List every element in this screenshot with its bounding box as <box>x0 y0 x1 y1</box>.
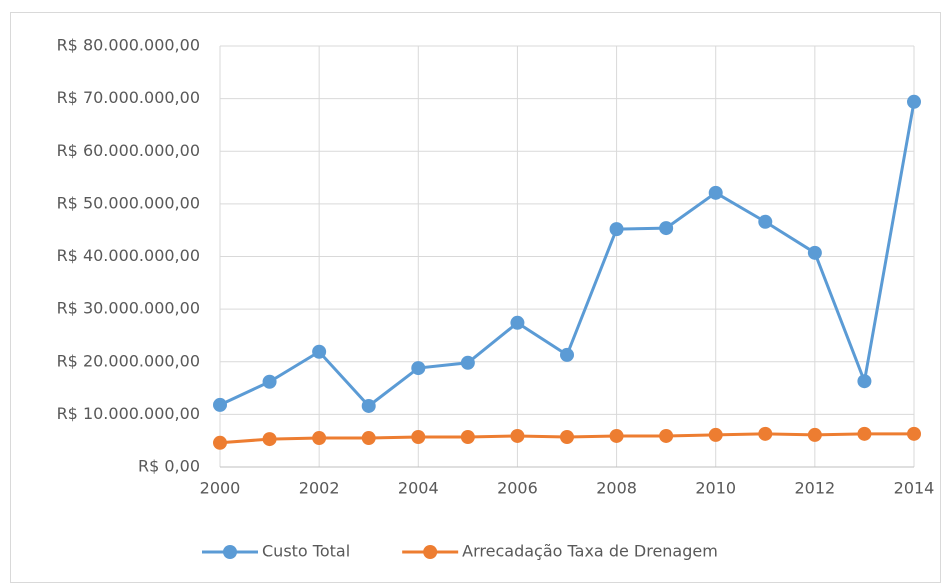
data-point <box>758 426 773 441</box>
data-point <box>659 221 674 236</box>
y-tick-label: R$ 10.000.000,00 <box>57 404 200 423</box>
data-point <box>411 361 426 376</box>
data-point <box>609 222 624 237</box>
data-point <box>312 431 327 446</box>
y-tick-label: R$ 60.000.000,00 <box>57 141 200 160</box>
y-tick-label: R$ 70.000.000,00 <box>57 88 200 107</box>
data-point <box>758 214 773 229</box>
data-point <box>609 428 624 443</box>
y-tick-label: R$ 0,00 <box>138 457 200 476</box>
data-point <box>510 428 525 443</box>
data-point <box>807 427 822 442</box>
data-point <box>857 426 872 441</box>
y-tick-label: R$ 30.000.000,00 <box>57 299 200 318</box>
y-tick-label: R$ 20.000.000,00 <box>57 351 200 370</box>
data-point <box>460 355 475 370</box>
data-point <box>560 347 574 362</box>
y-tick-label: R$ 80.000.000,00 <box>57 36 200 55</box>
data-point <box>510 315 525 330</box>
data-point <box>857 374 872 389</box>
data-point <box>659 428 674 443</box>
legend-label: Custo Total <box>262 542 350 561</box>
x-tick-label: 2002 <box>299 479 340 498</box>
data-point <box>312 344 327 359</box>
data-point <box>460 430 475 445</box>
data-point <box>361 431 376 446</box>
y-tick-label: R$ 40.000.000,00 <box>57 246 200 265</box>
data-point <box>807 245 822 260</box>
legend-label: Arrecadação Taxa de Drenagem <box>462 542 718 561</box>
x-tick-label: 2010 <box>695 479 736 498</box>
legend-marker <box>223 545 237 559</box>
data-point <box>361 398 376 413</box>
x-tick-label: 2008 <box>596 479 637 498</box>
x-tick-label: 2012 <box>794 479 835 498</box>
data-point <box>262 374 277 389</box>
legend-marker <box>423 545 438 559</box>
x-tick-label: 2014 <box>894 479 935 498</box>
data-point <box>708 427 723 442</box>
data-point <box>262 432 277 447</box>
data-point <box>708 185 723 200</box>
data-point <box>213 397 227 412</box>
data-point <box>907 426 921 441</box>
x-tick-label: 2006 <box>497 479 538 498</box>
y-tick-label: R$ 50.000.000,00 <box>57 193 200 212</box>
chart-border <box>10 12 941 583</box>
x-tick-label: 2004 <box>398 479 439 498</box>
x-tick-label: 2000 <box>200 479 241 498</box>
data-point <box>560 430 574 445</box>
data-point <box>213 435 227 450</box>
data-point <box>411 430 426 445</box>
data-point <box>907 94 921 109</box>
